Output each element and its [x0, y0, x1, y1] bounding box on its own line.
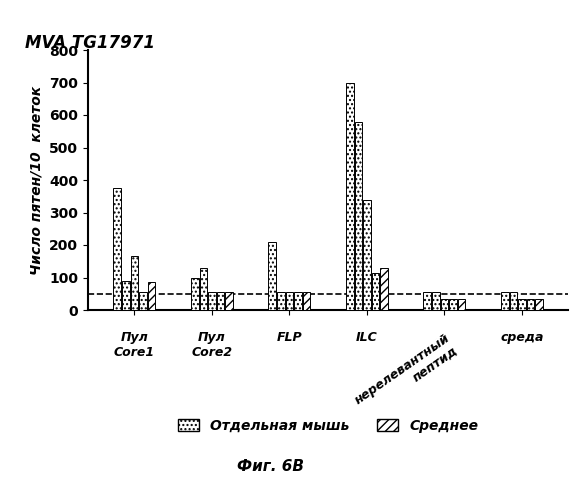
Bar — [217, 292, 224, 310]
Bar — [509, 292, 517, 310]
Text: FLP: FLP — [277, 331, 302, 344]
Bar — [139, 292, 147, 310]
Bar — [372, 272, 379, 310]
Bar — [518, 298, 526, 310]
Legend: Отдельная мышь, Среднее: Отдельная мышь, Среднее — [173, 413, 483, 438]
Text: MVA TG17971: MVA TG17971 — [25, 34, 155, 52]
Bar — [527, 298, 534, 310]
Bar — [268, 242, 276, 310]
Bar — [191, 278, 199, 310]
Bar — [285, 292, 293, 310]
Bar — [441, 298, 448, 310]
Text: Фиг. 6В: Фиг. 6В — [237, 459, 304, 474]
Bar — [148, 282, 155, 310]
Bar — [346, 82, 354, 310]
Text: среда: среда — [500, 331, 544, 344]
Bar — [225, 292, 233, 310]
Bar — [122, 281, 130, 310]
Bar — [277, 292, 285, 310]
Bar — [424, 292, 431, 310]
Bar — [535, 298, 543, 310]
Bar — [355, 122, 362, 310]
Bar — [458, 298, 465, 310]
Text: Пул
Core2: Пул Core2 — [192, 331, 233, 359]
Bar — [432, 292, 440, 310]
Bar — [131, 256, 138, 310]
Y-axis label: Число пятен/10  клеток: Число пятен/10 клеток — [30, 86, 43, 274]
Text: Пул
Core1: Пул Core1 — [114, 331, 155, 359]
Bar — [114, 188, 121, 310]
Bar — [294, 292, 302, 310]
Bar — [363, 200, 371, 310]
Text: нерелевантный
пептид: нерелевантный пептид — [352, 331, 461, 419]
Bar — [199, 268, 207, 310]
Bar — [501, 292, 509, 310]
Bar — [380, 268, 388, 310]
Bar — [449, 298, 457, 310]
Bar — [302, 292, 311, 310]
Bar — [208, 292, 216, 310]
Text: ILC: ILC — [356, 331, 378, 344]
